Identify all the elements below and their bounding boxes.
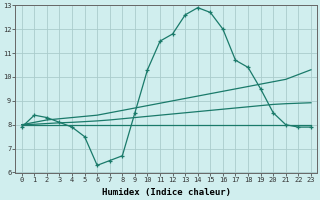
X-axis label: Humidex (Indice chaleur): Humidex (Indice chaleur) <box>102 188 231 197</box>
